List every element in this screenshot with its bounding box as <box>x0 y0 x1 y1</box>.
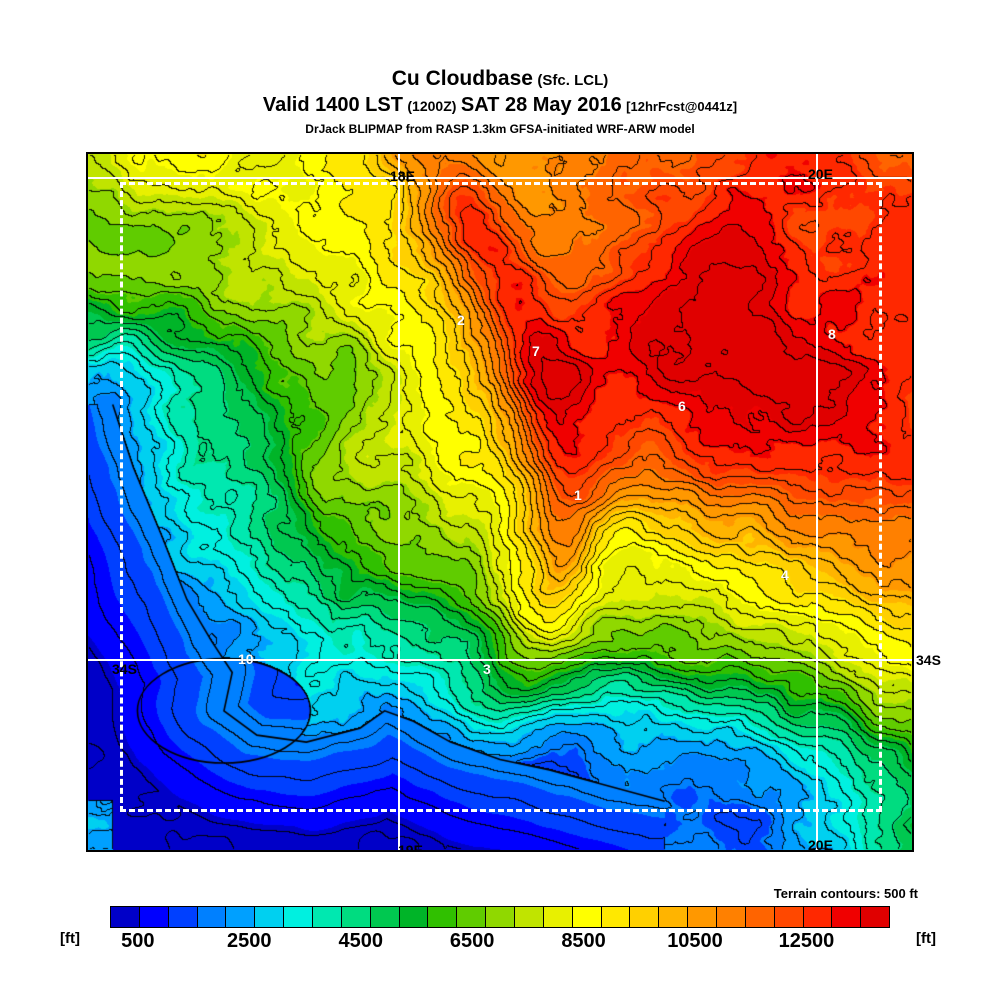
page-title: Cu Cloudbase <box>391 67 533 90</box>
title-line-1: Cu Cloudbase (Sfc. LCL) <box>0 68 1000 89</box>
colorbar-segment <box>197 907 227 927</box>
waypoint-marker[interactable]: 8 <box>828 326 836 342</box>
colorbar-segment <box>832 907 862 927</box>
colorbar-segment <box>486 907 516 927</box>
colorbar-segment <box>572 907 602 927</box>
grid-line-vertical <box>398 154 400 850</box>
colorbar-tick: 500 <box>121 930 155 952</box>
colorbar-segment <box>139 907 169 927</box>
title-suffix: (Sfc. LCL) <box>537 72 609 89</box>
valid-time: Valid 1400 LST <box>262 94 403 116</box>
waypoint-marker[interactable]: 10 <box>238 651 254 667</box>
colorbar-segment <box>168 907 198 927</box>
colorbar-tick: 12500 <box>778 930 835 952</box>
colorbar-segment <box>370 907 400 927</box>
colorbar-segment <box>428 907 458 927</box>
grid-label: 18E <box>390 168 415 184</box>
grid-label: 34S <box>112 661 137 677</box>
colorbar-segment <box>313 907 342 927</box>
title-line-2: Valid 1400 LST (1200Z) SAT 28 May 2016 [… <box>0 95 1000 115</box>
colorbar-segment <box>717 907 746 927</box>
grid-line-horizontal <box>88 659 912 661</box>
grid-label: 20E <box>808 166 833 182</box>
grid-label: 20E <box>808 837 833 852</box>
colorbar-segment <box>861 907 890 927</box>
colorbar-segment <box>745 907 775 927</box>
colorbar-tick: 6500 <box>449 930 495 952</box>
edge-label: 34S <box>916 652 941 668</box>
colorbar-unit-right: [ft] <box>916 930 936 947</box>
colorbar-segment <box>226 907 256 927</box>
colorbar-segment <box>255 907 285 927</box>
colorbar-tick: 2500 <box>227 930 272 952</box>
colorbar-segment <box>111 907 140 927</box>
map-canvas[interactable]: 18E 20E 34S 19E 20E 2 7 8 6 1 4 10 3 <box>86 152 914 852</box>
waypoint-marker[interactable]: 4 <box>781 567 789 583</box>
colorbar-unit-left: [ft] <box>60 930 80 947</box>
terrain-contour-note: Terrain contours: 500 ft <box>773 886 918 901</box>
colorbar-segment <box>341 907 371 927</box>
valid-date: SAT 28 May 2016 <box>460 94 622 116</box>
colorbar-area: [ft] [ft] 500 2500 4500 6500 8500 10500 12500 <box>0 906 1000 966</box>
colorbar-tick: 8500 <box>561 930 606 952</box>
waypoint-marker[interactable]: 7 <box>532 343 540 359</box>
terrain-heatmap <box>88 154 912 850</box>
title-block: Cu Cloudbase (Sfc. LCL) Valid 1400 LST (… <box>0 0 1000 136</box>
waypoint-marker[interactable]: 6 <box>678 398 686 414</box>
waypoint-marker[interactable]: 3 <box>483 661 491 677</box>
grid-label: 19E <box>398 842 423 852</box>
colorbar-segment <box>515 907 544 927</box>
colorbar-segment <box>803 907 833 927</box>
colorbar-segment <box>688 907 718 927</box>
colorbar-segment <box>774 907 804 927</box>
model-source: DrJack BLIPMAP from RASP 1.3km GFSA-init… <box>305 122 695 136</box>
colorbar-segment <box>399 907 429 927</box>
grid-line-vertical <box>816 154 818 850</box>
colorbar-segment <box>543 907 573 927</box>
grid-line-horizontal <box>88 177 912 179</box>
colorbar-segment <box>630 907 660 927</box>
waypoint-marker[interactable]: 2 <box>457 312 465 328</box>
waypoint-marker[interactable]: 1 <box>574 487 582 503</box>
colorbar-segment <box>457 907 487 927</box>
colorbar-tick: 10500 <box>667 930 723 952</box>
model-domain-box <box>120 182 882 812</box>
colorbar-segment <box>601 907 631 927</box>
colorbar-tick: 4500 <box>338 930 383 952</box>
valid-time-z: (1200Z) <box>407 98 457 114</box>
forecast-stamp: [12hrFcst@0441z] <box>626 99 738 114</box>
colorbar-segment <box>659 907 689 927</box>
colorbar-segment <box>284 907 314 927</box>
colorbar <box>110 906 890 928</box>
